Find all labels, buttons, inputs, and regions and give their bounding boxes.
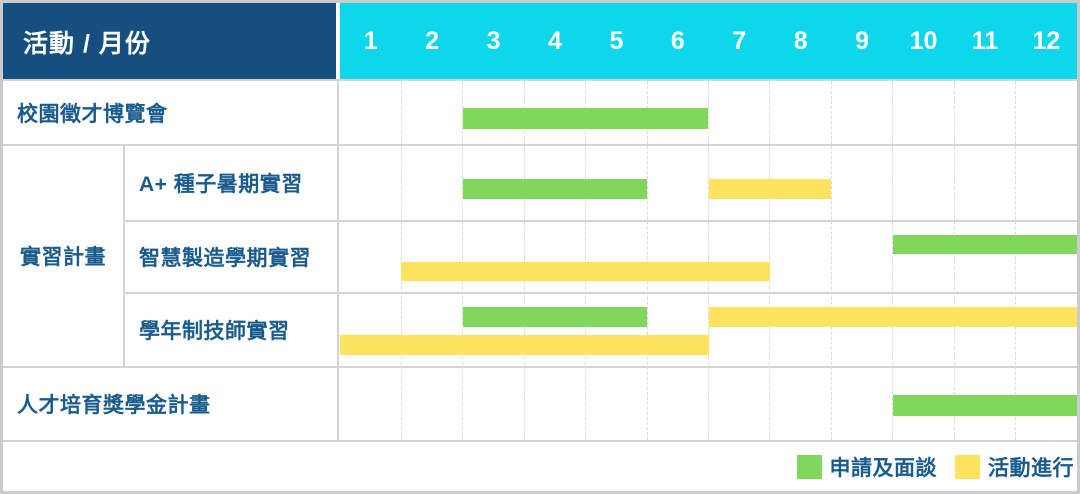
month-header-6: 6 (670, 27, 685, 55)
row-divider (3, 366, 1077, 368)
gantt-bar-ongoing (708, 307, 1077, 327)
gantt-bar-apply (462, 108, 709, 129)
month-header-9: 9 (855, 27, 870, 55)
row-label-smart-manufacturing-semester-internship: 智慧製造學期實習 (139, 247, 311, 270)
row-divider (3, 79, 1077, 81)
legend-label-apply: 申請及面談 (829, 457, 937, 480)
month-gridline (646, 81, 648, 440)
legend-item-ongoing: 活動進行 (955, 452, 1074, 482)
month-gridline (523, 81, 525, 440)
legend: 申請及面談 活動進行 (796, 443, 1078, 491)
gantt-bar-ongoing (340, 335, 709, 355)
row-label-talent-scholarship-program: 人才培育獎學金計畫 (17, 394, 211, 417)
month-gridline (462, 81, 464, 440)
month-header-8: 8 (793, 27, 808, 55)
month-header-1: 1 (363, 27, 378, 55)
month-gridline (1015, 81, 1017, 440)
month-header-3: 3 (486, 27, 501, 55)
row-divider (3, 144, 1077, 146)
month-gridline (708, 81, 709, 440)
month-gridline (830, 81, 832, 440)
group-label-internship-program: 實習計畫 (20, 246, 106, 269)
month-header-4: 4 (548, 27, 562, 55)
row-divider (124, 220, 1077, 222)
gantt-bar-apply (892, 235, 1077, 254)
row-label-campus-job-fair: 校園徵才博覽會 (17, 102, 168, 126)
month-header-row: 1 2 3 4 5 6 7 8 9 10 11 12 (340, 3, 1077, 80)
gantt-bar-apply (462, 307, 648, 327)
label-chart-divider (337, 80, 339, 440)
legend-swatch-apply (796, 455, 822, 479)
month-header-10: 10 (909, 27, 938, 55)
legend-item-apply: 申請及面談 (796, 452, 938, 482)
row-divider (124, 292, 1077, 294)
header-activity-month-cell: 活動 / 月份 (3, 3, 336, 80)
row-label-aplus-seed-summer-internship: A+ 種子暑期實習 (139, 173, 303, 196)
month-header-5: 5 (609, 27, 624, 55)
month-gridline (953, 81, 955, 440)
row-divider (3, 440, 1077, 442)
legend-label-ongoing: 活動進行 (988, 457, 1074, 480)
gantt-bar-apply (892, 395, 1077, 416)
month-gridline (892, 81, 894, 440)
month-header-2: 2 (425, 27, 440, 55)
header-title: 活動 / 月份 (23, 29, 151, 58)
gantt-bar-ongoing (401, 262, 770, 281)
group-subrow-divider (123, 145, 125, 366)
gantt-bar-apply (462, 179, 648, 199)
month-gridline (585, 81, 587, 440)
month-header-12: 12 (1032, 27, 1061, 55)
legend-swatch-ongoing (955, 455, 980, 479)
month-gridline (769, 81, 771, 440)
month-header-7: 7 (732, 27, 747, 55)
gantt-bar-ongoing (708, 179, 832, 199)
month-gridline (400, 81, 402, 440)
row-label-academic-year-technician-internship: 學年制技師實習 (139, 320, 290, 343)
month-header-11: 11 (971, 27, 999, 55)
